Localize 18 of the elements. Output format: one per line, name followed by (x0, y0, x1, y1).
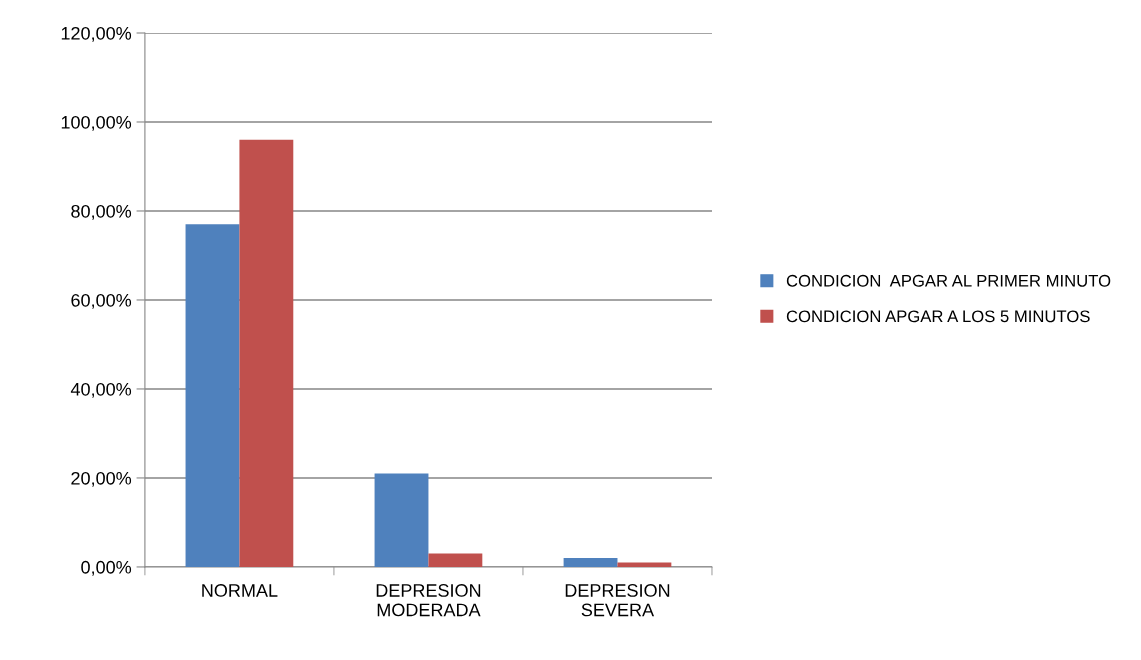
y-tick-label: 20,00% (71, 471, 132, 487)
bar (239, 139, 294, 567)
bar (617, 562, 672, 567)
legend-label: CONDICION APGAR AL PRIMER MINUTO (786, 274, 1111, 287)
legend-label: CONDICION APGAR A LOS 5 MINUTOS (786, 310, 1090, 323)
bar (428, 553, 483, 567)
y-tick-label: 40,00% (70, 382, 132, 398)
y-tick-label: 100,00% (61, 115, 132, 131)
bar (185, 224, 240, 567)
x-tick-label: DEPRESION MODERADA (376, 584, 481, 617)
y-tick-label: 0,00% (81, 560, 132, 576)
bar (374, 473, 429, 567)
x-tick-label: NORMAL (202, 584, 278, 597)
y-tick-label: 80,00% (71, 204, 132, 220)
x-tick-label: DEPRESION SEVERA (565, 584, 670, 617)
y-tick-label: 60,00% (71, 293, 132, 309)
bar (563, 558, 618, 567)
y-tick-label: 120,00% (61, 26, 132, 42)
